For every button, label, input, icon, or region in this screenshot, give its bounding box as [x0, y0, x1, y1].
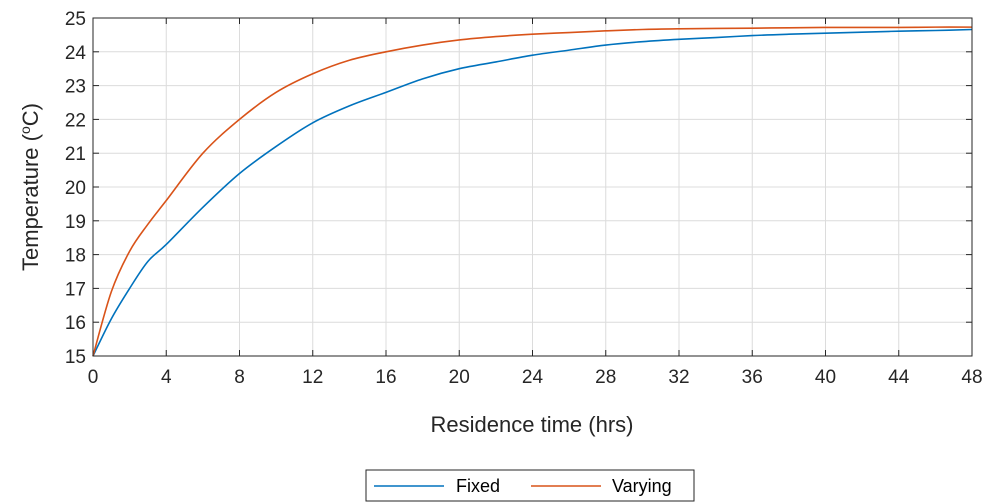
x-tick-label: 8: [234, 367, 245, 388]
series-line-fixed: [92, 28, 973, 357]
x-tick-labels: 0 4 8 12 16 20 24 28 32 36 40 44 48: [88, 367, 983, 388]
y-tick-label: 25: [65, 9, 86, 30]
x-tick-label: 32: [668, 367, 689, 388]
x-tick-label: 28: [595, 367, 616, 388]
y-tick-labels: 15 16 17 18 19 20 21 22 23 24 25: [65, 9, 87, 368]
x-tick-label: 44: [888, 367, 910, 388]
y-tick-label: 19: [65, 212, 86, 233]
series-layer: [92, 26, 973, 357]
y-axis-label-suffix: C): [18, 103, 43, 126]
y-tick-label: 22: [65, 110, 86, 131]
x-tick-label: 40: [815, 367, 836, 388]
axis-ticks: [92, 17, 973, 357]
y-tick-label: 23: [65, 77, 86, 98]
series-line-varying: [92, 26, 973, 357]
y-tick-label: 18: [65, 246, 86, 267]
legend-label-fixed: Fixed: [456, 476, 500, 496]
y-tick-label: 20: [65, 178, 86, 199]
x-tick-label: 12: [302, 367, 323, 388]
y-axis-label: Temperature (oC): [17, 103, 43, 271]
x-tick-label: 16: [375, 367, 396, 388]
legend-label-varying: Varying: [612, 476, 672, 496]
x-tick-label: 24: [522, 367, 544, 388]
y-axis-label-prefix: Temperature (: [18, 133, 43, 271]
x-tick-label: 4: [161, 367, 172, 388]
y-tick-label: 16: [65, 313, 86, 334]
y-tick-label: 15: [65, 347, 86, 368]
x-tick-label: 20: [449, 367, 470, 388]
y-axis-label-superscript: o: [17, 126, 33, 134]
y-tick-label: 24: [65, 43, 87, 64]
x-tick-label: 36: [742, 367, 763, 388]
legend: Fixed Varying: [365, 469, 695, 502]
y-tick-label: 21: [65, 144, 86, 165]
x-axis-label: Residence time (hrs): [431, 412, 634, 437]
y-tick-label: 17: [65, 279, 86, 300]
x-tick-label: 0: [88, 367, 99, 388]
x-tick-label: 48: [961, 367, 982, 388]
